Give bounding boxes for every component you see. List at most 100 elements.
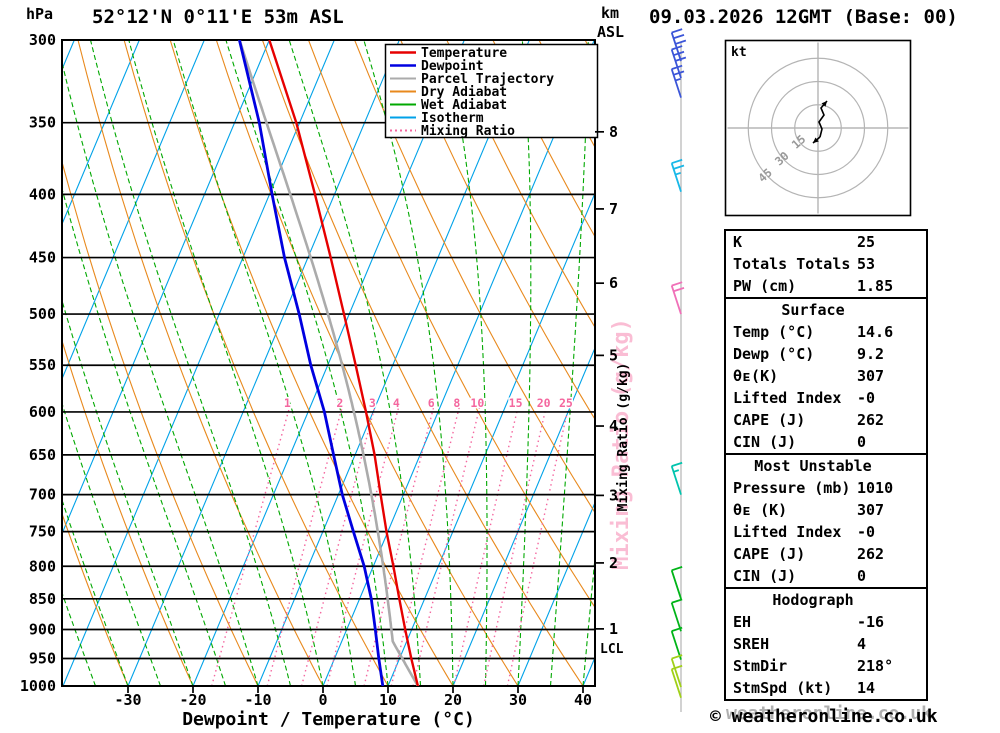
table-row-label: StmSpd (kt) [733,679,833,697]
table-row-value: 9.2 [857,345,885,363]
table-row-value: -16 [857,613,885,631]
table-row-value: -0 [857,389,876,407]
table-row-value: -0 [857,523,876,541]
svg-text:450: 450 [29,249,56,267]
svg-text:10: 10 [379,691,397,709]
svg-text:8: 8 [453,396,460,410]
svg-text:1: 1 [284,396,291,410]
svg-text:800: 800 [29,557,56,575]
svg-text:5: 5 [609,346,618,364]
svg-text:Isotherm: Isotherm [421,111,484,126]
pressure-gridlines [61,39,596,687]
table-row: PW (cm) 1.85 [726,275,926,297]
table-row-value: 14 [857,679,876,697]
wind-barb [670,664,683,698]
svg-text:300: 300 [29,31,56,49]
svg-text:30: 30 [509,691,527,709]
table-section-header: Hodograph [772,591,854,609]
table-row-value: 25 [857,233,876,251]
svg-text:2: 2 [336,396,343,410]
altitude-unit-km: km [601,4,620,22]
table-row-value: 1010 [857,479,894,497]
table-row: Pressure (mb) 1010 [726,477,926,499]
table-row-label: Pressure (mb) [733,479,851,497]
table-row-value: 4 [857,635,867,653]
table-section: Most Unstable Pressure (mb) 1010 θᴇ (K) 307 L… [724,453,928,589]
page-title: 52°12'N 0°11'E 53m ASL [92,6,344,28]
table-row-value: 53 [857,255,876,273]
table-row-label: CAPE (J) [733,545,806,563]
table-row-value: 262 [857,411,885,429]
wind-barb-column [670,28,687,712]
svg-text:20: 20 [537,396,551,410]
svg-text:8: 8 [609,123,618,141]
table-row: Dewp (°C) 9.2 [726,343,926,365]
table-row-value: 262 [857,545,885,563]
copyright-link[interactable]: © weatheronline.co.uk [710,706,938,727]
wind-barb [670,626,683,660]
wind-barb [670,598,683,632]
svg-text:4: 4 [609,417,618,435]
svg-text:550: 550 [29,356,56,374]
table-row: CAPE (J) 262 [726,543,926,565]
table-row: EH -16 [726,611,926,633]
table-row-label: PW (cm) [733,277,797,295]
svg-text:Dewpoint: Dewpoint [421,59,484,74]
wind-barb [670,654,683,688]
svg-text:-20: -20 [179,691,206,709]
table-row: CIN (J) 0 [726,565,926,587]
svg-text:25: 25 [559,396,573,410]
altitude-unit-asl: ASL [597,23,625,41]
table-row-label: Lifted Index [733,523,842,541]
svg-text:Mixing Ratio: Mixing Ratio [421,124,515,139]
table-row: Lifted Index -0 [726,387,926,409]
table-row: Temp (°C) 14.6 [726,321,926,343]
table-section: K 25 Totals Totals 53 PW (cm) 1.85 [724,229,928,299]
lcl-label: LCL [600,642,624,657]
table-row: StmSpd (kt) 14 [726,677,926,699]
sounding-profiles [238,40,420,686]
table-section-header: Most Unstable [754,457,872,475]
legend-item: Isotherm [390,111,484,126]
svg-text:40: 40 [574,691,592,709]
table-section: Hodograph EH -16 SREH 4 StmDir 218° StmSpd (kt)… [724,587,928,701]
svg-text:15: 15 [509,396,523,410]
x-axis-title: Dewpoint / Temperature (°C) [182,709,475,730]
table-row-label: CIN (J) [733,567,797,585]
table-row-label: EH [733,613,752,631]
table-row-label: Totals Totals [733,255,851,273]
table-row-label: Lifted Index [733,389,842,407]
svg-text:750: 750 [29,523,56,541]
legend-item: Dry Adiabat [390,85,507,100]
pressure-unit-label: hPa [26,5,54,23]
table-row: SREH 4 [726,633,926,655]
table-row: θᴇ (K) 307 [726,499,926,521]
svg-text:Wet Adiabat: Wet Adiabat [421,98,507,113]
table-row: θᴇ(K) 307 [726,365,926,387]
table-row-label: CAPE (J) [733,411,806,429]
table-row-label: SREH [733,635,770,653]
svg-text:950: 950 [29,649,56,667]
axis-ticks-and-labels: 3003504004505005506006507007508008509009… [20,31,618,709]
wind-barb [670,64,685,98]
table-row-label: K [733,233,743,251]
table-row-value: 0 [857,567,867,585]
svg-text:1: 1 [609,620,618,638]
mixing-ratio-watermark-label: Mixing Ratio (g/kg) [609,318,634,570]
table-row-label: CIN (J) [733,433,797,451]
table-row-label: Dewp (°C) [733,345,815,363]
indices-table: K 25 Totals Totals 53 PW (cm) 1.85 Surface Temp… [724,229,928,701]
table-row: K 25 [726,231,926,253]
legend-item: Mixing Ratio [390,124,515,139]
svg-text:650: 650 [29,446,56,464]
wind-barb [670,566,683,600]
table-row: CIN (J) 0 [726,431,926,453]
table-row: Lifted Index -0 [726,521,926,543]
table-row-value: 307 [857,367,885,385]
mixing-ratio-axis-label: Mixing Ratio (g/kg) [616,363,631,512]
table-row-label: Temp (°C) [733,323,815,341]
datetime-label: 09.03.2026 12GMT (Base: 00) [649,6,958,28]
